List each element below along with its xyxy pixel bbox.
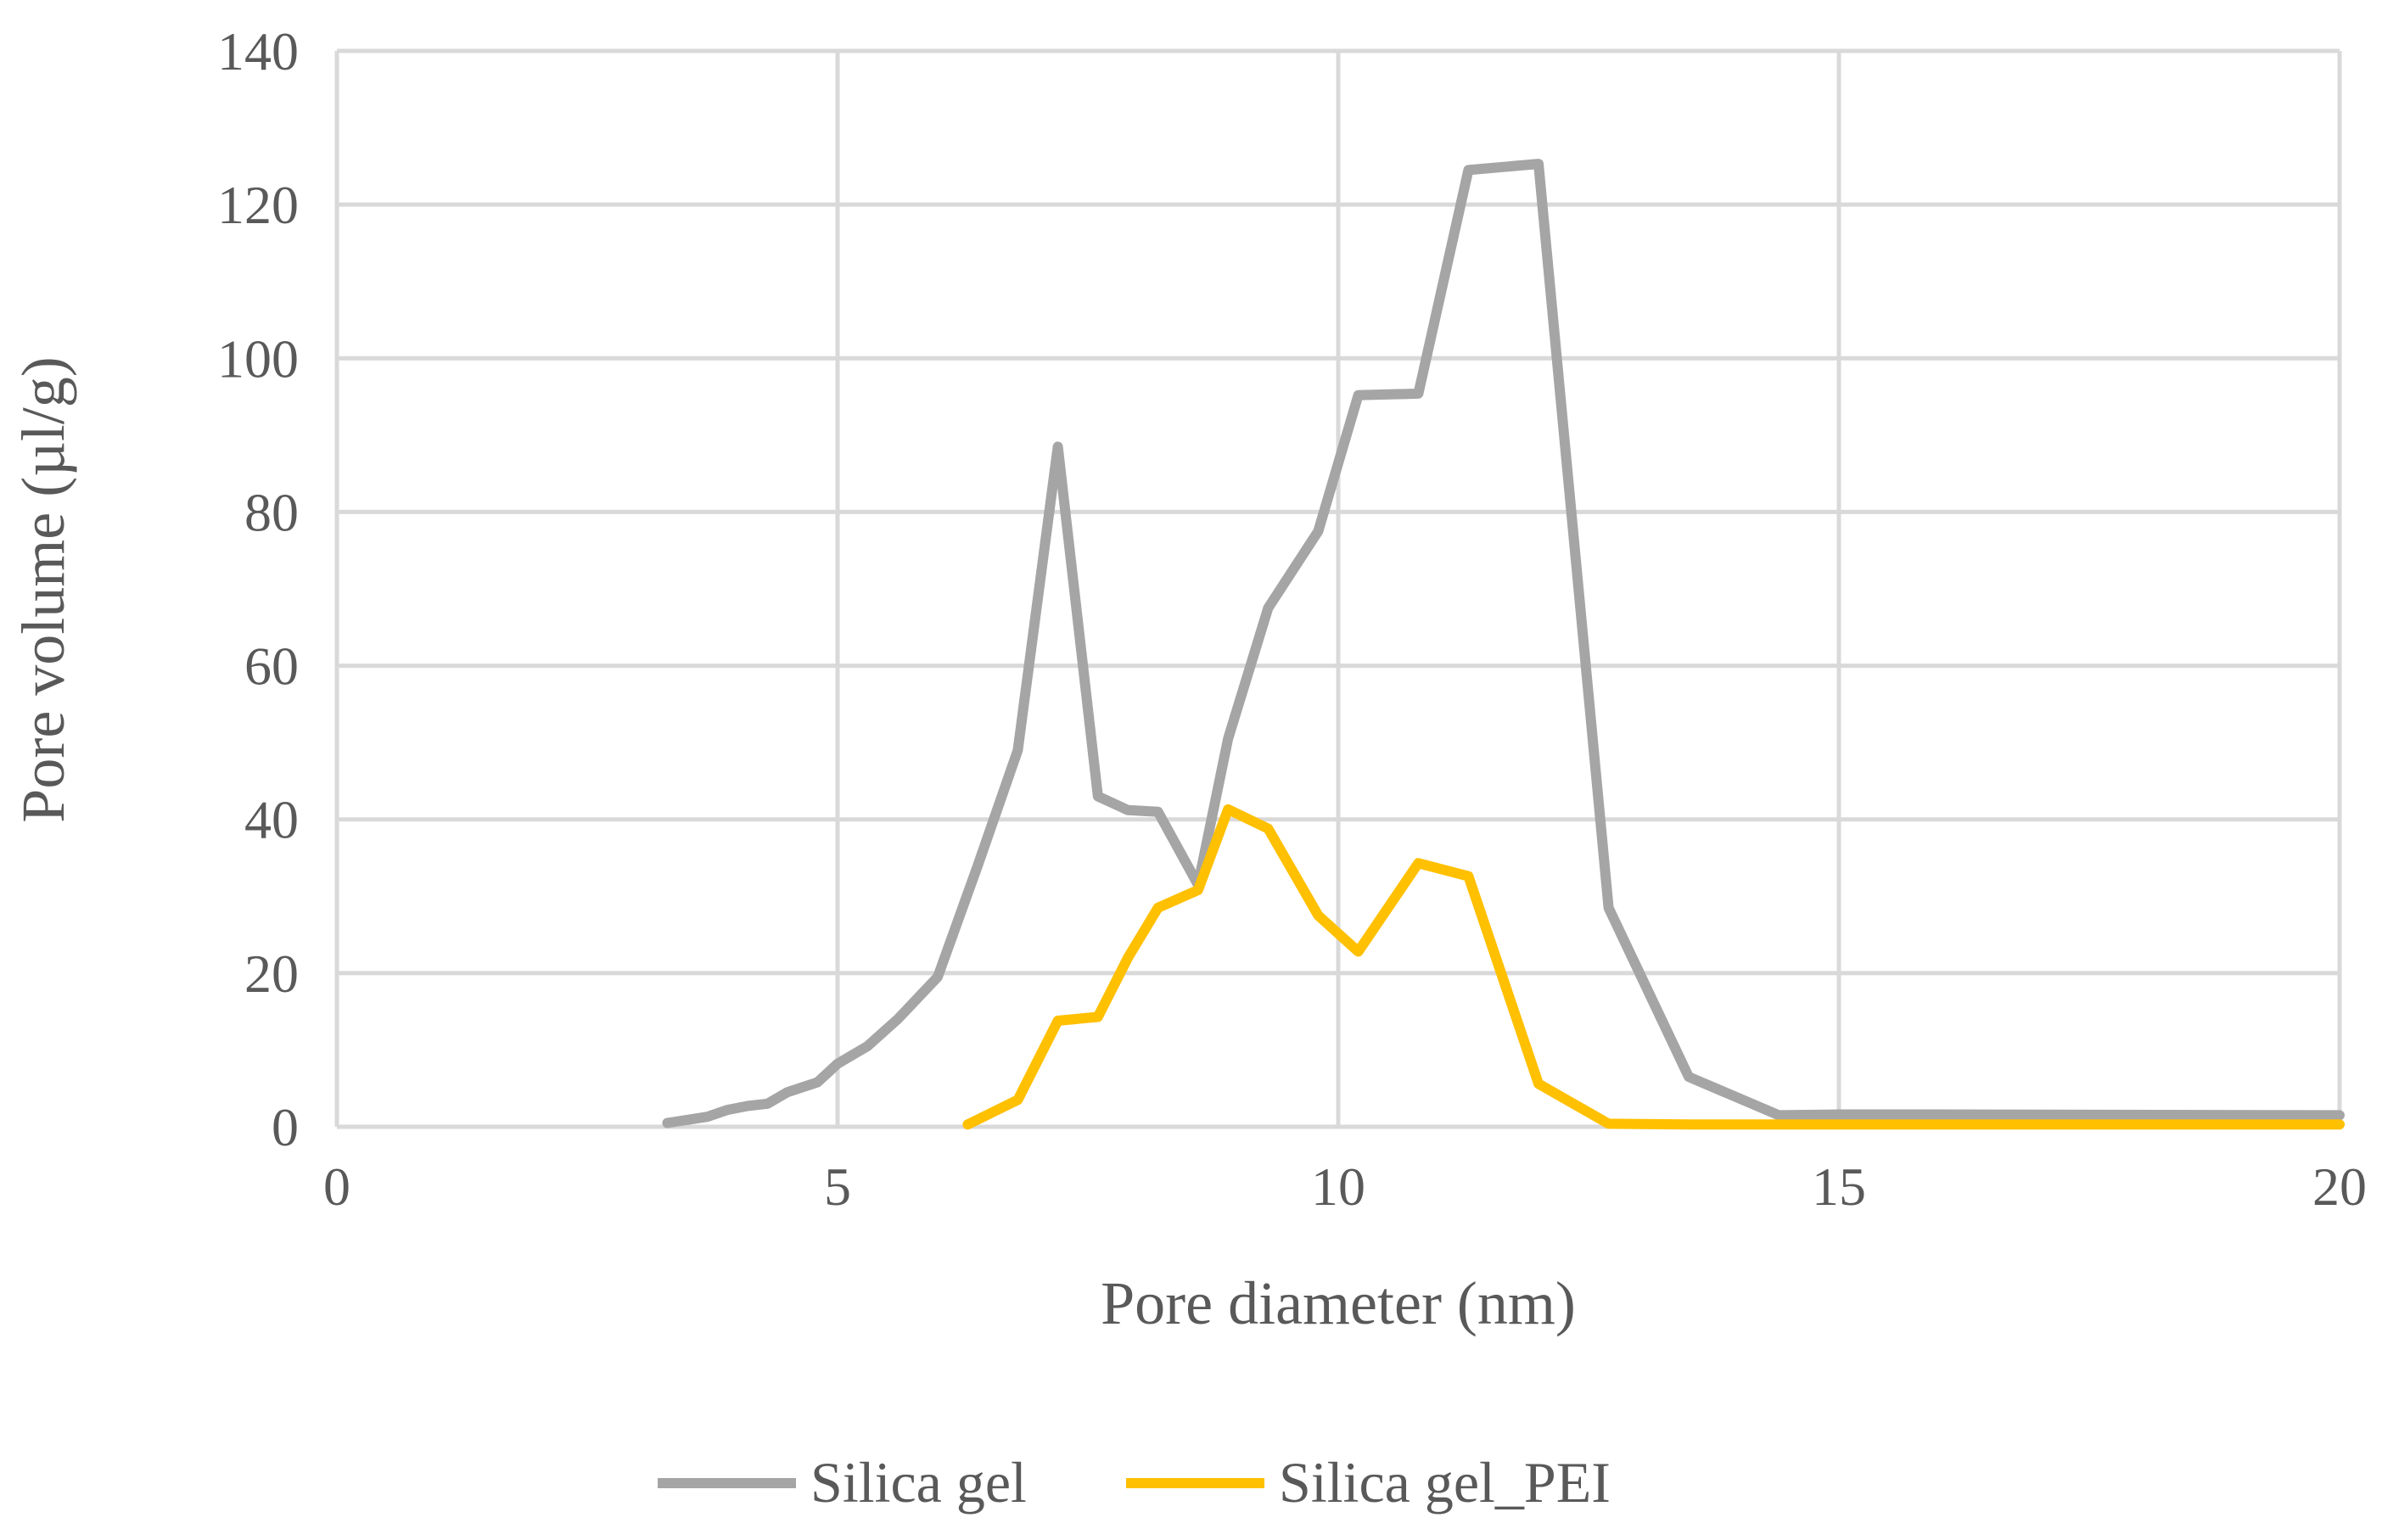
legend: Silica gel Silica gel_PEI (658, 1450, 1611, 1515)
series-line-silica-gel-pei (962, 804, 2345, 1130)
y-tick-label: 60 (244, 636, 299, 697)
y-tick-label: 80 (244, 482, 299, 542)
x-tick-labels: 0 5 10 15 20 (323, 1156, 2367, 1217)
legend-label-silica-gel-pei: Silica gel_PEI (1279, 1450, 1611, 1515)
legend-label-silica-gel: Silica gel (810, 1450, 1027, 1515)
series-line-silica-gel (662, 159, 2345, 1128)
x-tick-label: 5 (824, 1156, 851, 1217)
y-axis-title: Pore volume (µl/g) (9, 356, 77, 822)
x-tick-label: 20 (2312, 1156, 2367, 1217)
gridlines (334, 48, 2342, 1129)
y-tick-label: 140 (217, 21, 299, 81)
y-tick-label: 20 (244, 944, 299, 1004)
y-tick-label: 0 (272, 1097, 299, 1157)
x-axis-title: Pore diameter (nm) (1101, 1269, 1576, 1337)
series-lines (662, 159, 2345, 1130)
y-tick-label: 100 (217, 328, 299, 389)
y-tick-label: 40 (244, 790, 299, 850)
y-tick-labels: 0 20 40 60 80 100 120 140 (217, 21, 299, 1157)
x-tick-label: 10 (1311, 1156, 1365, 1217)
x-tick-label: 15 (1812, 1156, 1866, 1217)
y-tick-label: 120 (217, 175, 299, 235)
x-tick-label: 0 (323, 1156, 350, 1217)
